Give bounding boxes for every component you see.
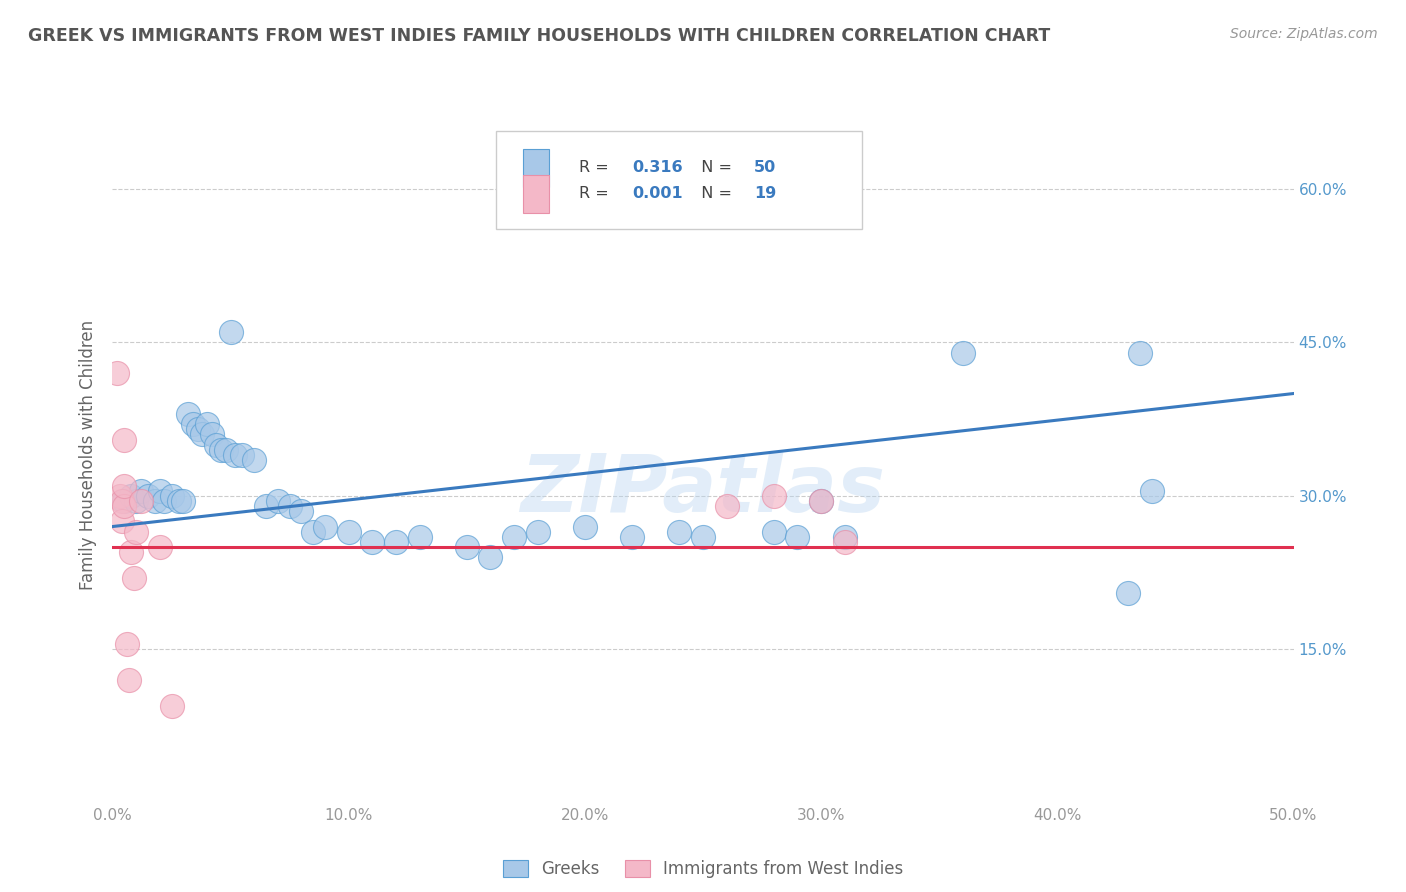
Point [834,530,856,544]
Point [302,524,325,539]
Text: Source: ZipAtlas.com: Source: ZipAtlas.com [1230,27,1378,41]
Point [172,494,194,508]
Point [361,535,384,549]
Point [149,540,172,554]
Point [267,494,290,508]
Point [105,366,128,380]
FancyBboxPatch shape [523,149,550,187]
Text: 0.001: 0.001 [633,186,683,202]
Legend: Greeks, Immigrants from West Indies: Greeks, Immigrants from West Indies [496,854,910,885]
Point [574,519,596,533]
Point [503,530,526,544]
Text: R =: R = [579,161,614,176]
Point [143,494,166,508]
Text: 19: 19 [754,186,776,202]
Point [177,407,200,421]
Point [231,448,253,462]
Point [254,499,277,513]
Point [186,422,208,436]
Point [526,524,548,539]
Point [201,427,224,442]
Text: 50: 50 [754,161,776,176]
Point [716,499,738,513]
Point [278,499,301,513]
Point [834,535,856,549]
Point [136,489,159,503]
Point [111,515,134,529]
Point [122,571,145,585]
Point [160,698,183,713]
Point [125,494,148,508]
Text: GREEK VS IMMIGRANTS FROM WEST INDIES FAMILY HOUSEHOLDS WITH CHILDREN CORRELATION: GREEK VS IMMIGRANTS FROM WEST INDIES FAM… [28,27,1050,45]
Point [408,530,430,544]
Point [120,489,142,503]
Point [952,345,974,359]
Point [112,494,135,508]
Point [1116,586,1139,600]
Point [181,417,204,432]
Point [692,530,714,544]
Point [205,438,228,452]
Point [120,545,142,559]
Point [112,433,135,447]
Point [337,524,360,539]
Point [195,417,218,432]
Point [160,489,183,503]
Point [479,550,502,565]
Point [224,448,246,462]
Point [1140,483,1163,498]
Point [125,524,148,539]
Point [129,483,152,498]
Point [118,673,141,687]
Point [115,637,138,651]
Point [314,519,336,533]
Y-axis label: Family Households with Children: Family Households with Children [79,320,97,590]
Point [762,489,785,503]
Point [215,442,238,457]
Point [111,494,134,508]
Point [112,499,135,513]
Point [290,504,312,518]
Point [149,483,172,498]
Point [1129,345,1152,359]
Point [810,494,832,508]
Point [167,494,190,508]
Point [786,530,808,544]
Point [762,524,785,539]
Point [209,442,232,457]
Point [810,494,832,508]
Text: N =: N = [692,161,737,176]
Point [456,540,478,554]
FancyBboxPatch shape [496,131,862,229]
Point [243,453,266,467]
Point [153,494,176,508]
Text: ZIPatlas: ZIPatlas [520,450,886,529]
FancyBboxPatch shape [523,175,550,213]
Point [385,535,408,549]
Point [112,478,135,492]
Text: R =: R = [579,186,614,202]
Point [129,494,152,508]
Text: 0.316: 0.316 [633,161,683,176]
Text: N =: N = [692,186,737,202]
Point [108,489,131,503]
Point [219,325,242,339]
Point [191,427,214,442]
Point [621,530,644,544]
Point [668,524,690,539]
